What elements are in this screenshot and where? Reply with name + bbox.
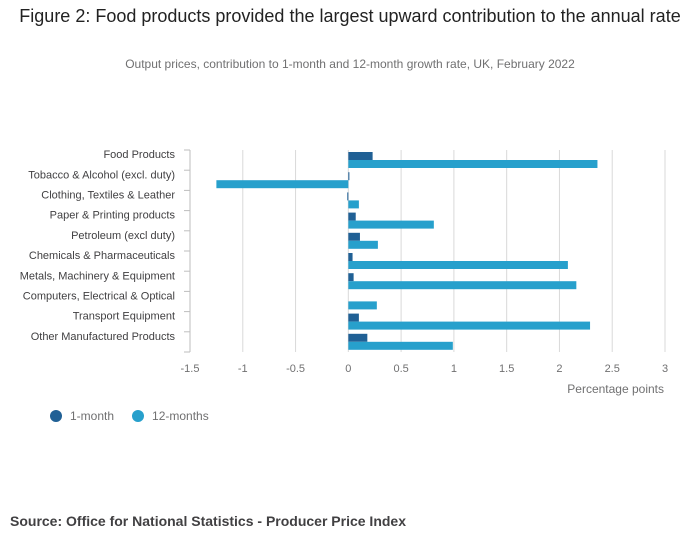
category-label: Tobacco & Alcohol (excl. duty) [28, 169, 175, 181]
category-label: Paper & Printing products [50, 210, 176, 222]
category-label: Other Manufactured Products [31, 331, 176, 343]
legend-marker-1-month [50, 410, 62, 422]
bar-12-months[interactable] [348, 240, 378, 249]
chart-title: Figure 2: Food products provided the lar… [19, 6, 681, 26]
x-axis-ticks: -1.5 -1 -0.5 0 0.5 1 1.5 2 2.5 3 [181, 363, 669, 375]
bar-12-months[interactable] [348, 261, 568, 269]
bar-1-month[interactable] [348, 172, 350, 181]
legend-item-1-month[interactable]: 1-month [50, 409, 114, 423]
category-label: Petroleum (excl duty) [71, 230, 175, 242]
bar-1-month[interactable] [348, 253, 353, 261]
bar-12-months[interactable] [348, 341, 453, 350]
bar-1-month[interactable] [348, 152, 373, 160]
category-label: Metals, Machinery & Equipment [20, 270, 175, 282]
x-tick-label: 3 [662, 363, 668, 375]
x-tick-label: 2 [556, 363, 562, 375]
bar-1-month[interactable] [348, 232, 360, 241]
x-tick-label: 2.5 [605, 363, 620, 375]
legend-item-12-months[interactable]: 12-months [132, 409, 209, 423]
bar-12-months[interactable] [348, 200, 359, 209]
category-label: Food Products [103, 149, 175, 161]
bar-1-month[interactable] [347, 192, 349, 201]
bar-12-months[interactable] [348, 160, 598, 168]
category-label: Computers, Electrical & Optical [23, 291, 175, 303]
bar-12-months[interactable] [348, 321, 591, 330]
x-axis-label: Percentage points [567, 382, 664, 396]
bar-12-months[interactable] [348, 220, 434, 229]
category-label: Clothing, Textiles & Leather [41, 190, 175, 202]
legend-label-1-month: 1-month [70, 409, 115, 423]
bar-1-month[interactable] [348, 333, 368, 342]
legend: 1-month 12-months [50, 409, 209, 423]
source-note: Source: Office for National Statistics -… [10, 513, 406, 529]
bar-12-months[interactable] [348, 301, 377, 310]
category-label: Chemicals & Pharmaceuticals [29, 250, 176, 262]
x-tick-label: 0.5 [393, 363, 408, 375]
bar-1-month[interactable] [348, 212, 356, 221]
x-tick-label: 1 [451, 363, 457, 375]
x-tick-label: -1.5 [181, 363, 200, 375]
x-tick-label: 0 [345, 363, 351, 375]
category-labels: Food Products Tobacco & Alcohol (excl. du… [20, 149, 176, 343]
category-label: Transport Equipment [73, 311, 175, 323]
bar-1-month[interactable] [348, 313, 359, 322]
bar-12-months[interactable] [216, 180, 349, 189]
chart-subtitle: Output prices, contribution to 1-month a… [125, 57, 575, 71]
x-tick-label: -1 [238, 363, 248, 375]
x-tick-label: 1.5 [499, 363, 514, 375]
legend-label-12-months: 12-months [152, 409, 209, 423]
x-tick-label: -0.5 [286, 363, 305, 375]
bars [216, 152, 598, 350]
bar-1-month[interactable] [348, 273, 354, 282]
legend-marker-12-months [132, 410, 145, 422]
bar-12-months[interactable] [348, 281, 577, 290]
